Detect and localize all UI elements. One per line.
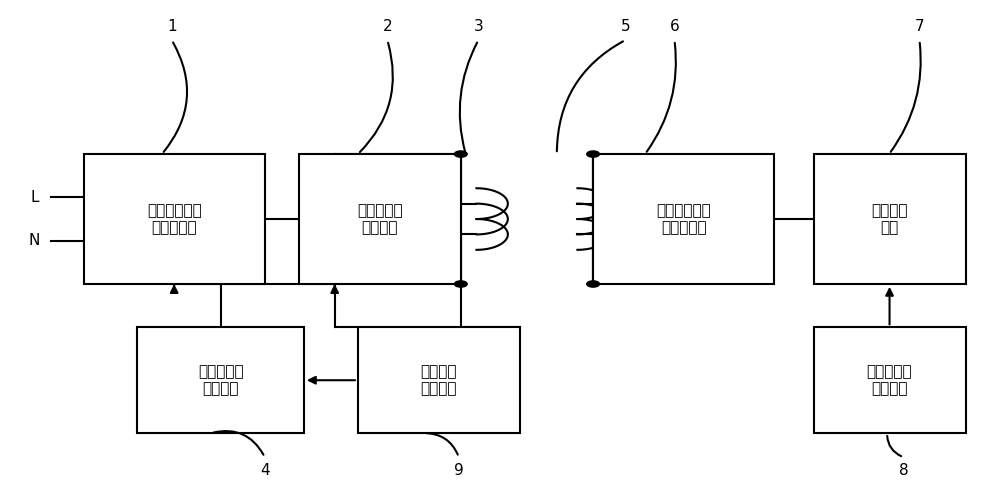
Text: 6: 6 <box>670 19 679 34</box>
Text: 2: 2 <box>382 19 392 34</box>
Text: 3: 3 <box>474 19 483 34</box>
Text: 发射端逆变
电路模块: 发射端逆变 电路模块 <box>357 203 403 235</box>
Bar <box>814 154 966 284</box>
Text: 接收端控制
电路模块: 接收端控制 电路模块 <box>867 364 912 396</box>
Bar <box>593 154 774 284</box>
Text: 电流采样
电路模块: 电流采样 电路模块 <box>420 364 457 396</box>
Bar <box>814 327 966 433</box>
Text: 4: 4 <box>260 463 270 478</box>
Bar <box>84 154 265 284</box>
Text: 7: 7 <box>915 19 924 34</box>
Circle shape <box>587 151 599 157</box>
Text: 发射端控制
电路模块: 发射端控制 电路模块 <box>198 364 244 396</box>
Bar <box>299 154 461 284</box>
Text: L: L <box>30 190 39 205</box>
Text: 1: 1 <box>167 19 177 34</box>
Text: 9: 9 <box>454 463 464 478</box>
Text: N: N <box>29 233 40 248</box>
Circle shape <box>454 151 467 157</box>
Text: 接收端整流滤
波电路模块: 接收端整流滤 波电路模块 <box>656 203 711 235</box>
Circle shape <box>454 281 467 287</box>
Text: 5: 5 <box>621 19 630 34</box>
Text: 8: 8 <box>899 463 909 478</box>
Bar <box>137 327 304 433</box>
Bar <box>358 327 520 433</box>
Text: 负载电路
模块: 负载电路 模块 <box>871 203 908 235</box>
Text: 发射端整流滤
波电路模块: 发射端整流滤 波电路模块 <box>147 203 202 235</box>
Circle shape <box>587 281 599 287</box>
